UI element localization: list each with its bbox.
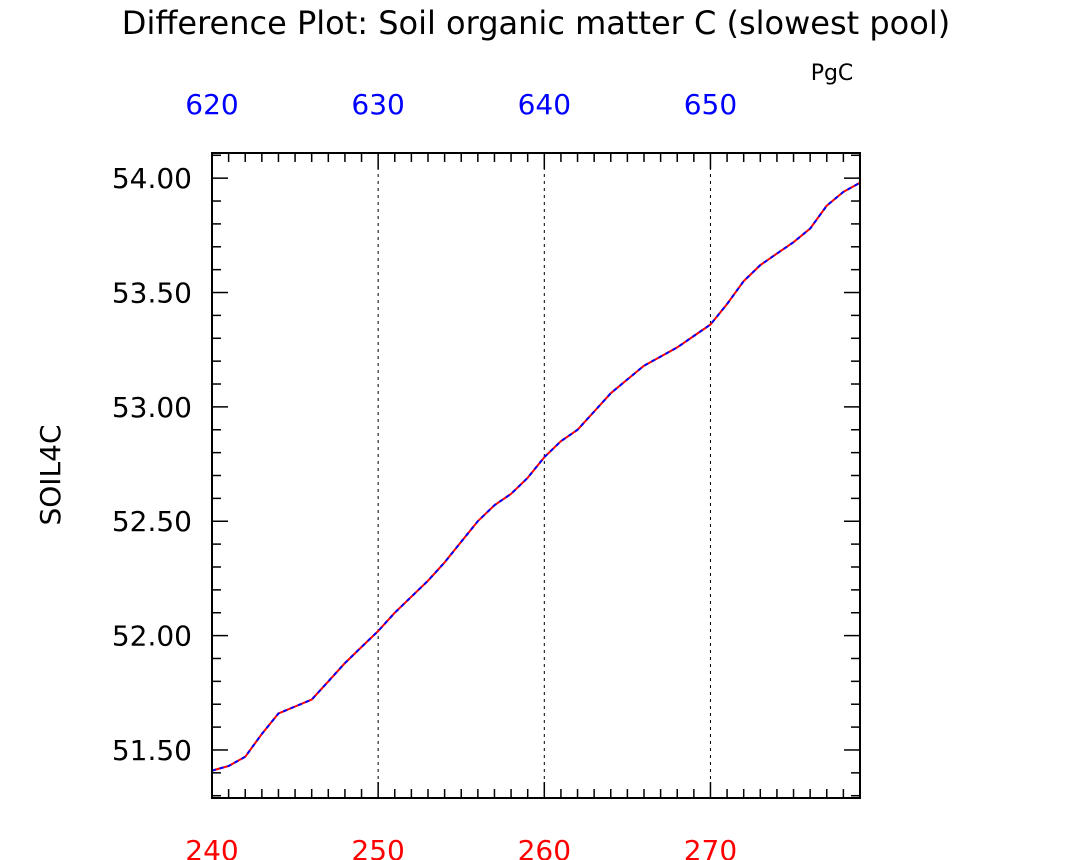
y-tick-label-0: 51.50	[112, 734, 192, 767]
bottom-tick-label-1: 250	[351, 834, 404, 860]
grid-lines	[377, 153, 711, 798]
series-lines	[211, 181, 861, 772]
y-tick-label-2: 52.50	[112, 505, 192, 538]
y-tick-label-4: 53.50	[112, 277, 192, 310]
top-tick-label-0: 620	[185, 88, 238, 121]
y-tick-label-5: 54.00	[112, 162, 192, 195]
axis-ticks	[211, 153, 861, 798]
top-tick-label-2: 640	[518, 88, 571, 121]
bottom-tick-label-3: 270	[684, 834, 737, 860]
bottom-tick-label-0: 240	[185, 834, 238, 860]
bottom-tick-label-2: 260	[518, 834, 571, 860]
y-tick-label-1: 52.00	[112, 620, 192, 653]
plot-frame	[211, 152, 861, 799]
chart-title: Difference Plot: Soil organic matter C (…	[122, 4, 950, 42]
y-tick-label-3: 53.00	[112, 391, 192, 424]
units-label: PgC	[811, 61, 854, 86]
series-line-1	[211, 181, 861, 772]
y-axis-title: SOIL4C	[34, 424, 67, 525]
top-tick-label-3: 650	[684, 88, 737, 121]
series-line-0	[211, 181, 861, 772]
top-tick-label-1: 630	[351, 88, 404, 121]
tick-labels: 240 250 260 270 620 630 640 650 51.50 52.00 52.50 5…	[112, 88, 737, 860]
